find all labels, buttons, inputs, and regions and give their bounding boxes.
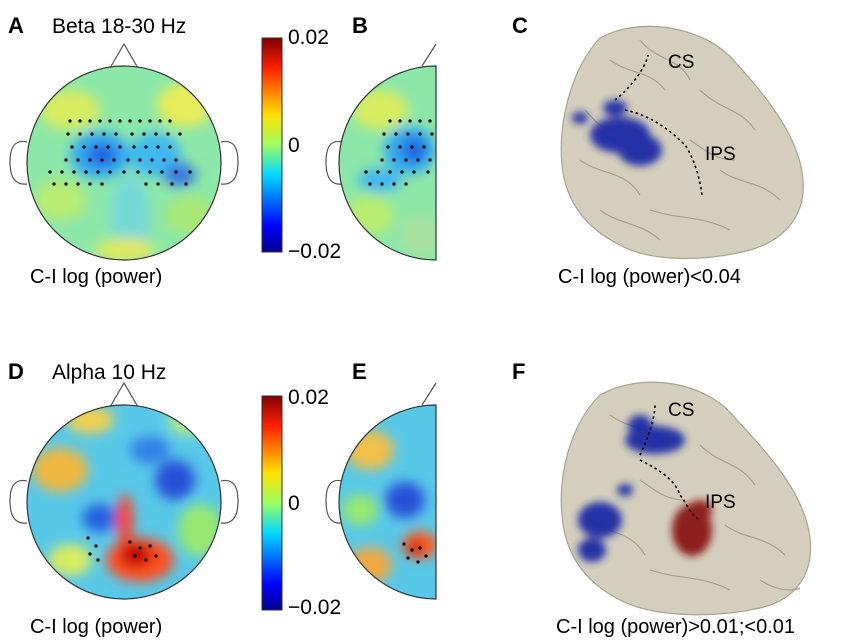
nose-icon bbox=[108, 42, 140, 69]
colorbar-bottom bbox=[261, 395, 283, 611]
brain-c: CS IPS bbox=[560, 25, 804, 259]
colorbar-top-max: 0.02 bbox=[288, 26, 329, 49]
beta-activation-blob bbox=[572, 100, 662, 166]
panel-label-e: E bbox=[352, 359, 367, 384]
colorbar-top-min: −0.02 bbox=[288, 240, 341, 263]
sulcus-cs-label: CS bbox=[668, 52, 694, 73]
panel-label-c: C bbox=[512, 13, 528, 38]
colorbar-bottom-min: −0.02 bbox=[288, 596, 341, 619]
left-ear-icon bbox=[325, 140, 343, 185]
sulcus-cs-label: CS bbox=[668, 400, 694, 421]
title-alpha: Alpha 10 Hz bbox=[52, 361, 166, 384]
panel-label-a: A bbox=[8, 13, 24, 38]
sensor-dots-a bbox=[48, 119, 192, 186]
left-ear-icon bbox=[9, 479, 28, 524]
sensor-dots-e bbox=[402, 542, 428, 564]
ips-dashed-line bbox=[639, 459, 701, 521]
sensor-dots-b bbox=[364, 119, 434, 186]
topoplot-a bbox=[9, 42, 239, 261]
left-ear-icon bbox=[9, 140, 28, 185]
sensor-dots-d bbox=[86, 536, 158, 562]
topo-caption-a: C-I log (power) bbox=[30, 266, 162, 288]
sulcus-ips-label: IPS bbox=[705, 144, 736, 165]
alpha-negative-blob bbox=[578, 415, 685, 562]
panel-label-f: F bbox=[512, 359, 525, 384]
right-ear-icon bbox=[220, 479, 239, 524]
topo-caption-d: C-I log (power) bbox=[30, 616, 162, 638]
sulcus-ips-label: IPS bbox=[705, 492, 736, 513]
brain-caption-f: C-I log (power)>0.01;<0.01 bbox=[556, 616, 795, 638]
topoplot-d bbox=[9, 381, 239, 600]
panel-label-b: B bbox=[352, 13, 368, 38]
cs-dashed-line bbox=[614, 54, 649, 101]
title-beta: Beta 18-30 Hz bbox=[52, 15, 186, 38]
topoplot-b bbox=[325, 43, 437, 261]
right-ear-icon bbox=[220, 140, 239, 185]
colorbar-bottom-max: 0.02 bbox=[288, 386, 329, 409]
colorbar-top-zero: 0 bbox=[288, 134, 300, 157]
topoplot-e bbox=[325, 382, 437, 600]
brain-f: CS IPS bbox=[560, 381, 812, 616]
colorbar-bottom-zero: 0 bbox=[288, 492, 300, 515]
nose-icon bbox=[108, 381, 140, 408]
colorbar-top bbox=[261, 37, 283, 253]
brain-caption-c: C-I log (power)<0.04 bbox=[558, 266, 741, 288]
panel-label-d: D bbox=[8, 359, 24, 384]
left-ear-icon bbox=[325, 479, 343, 524]
